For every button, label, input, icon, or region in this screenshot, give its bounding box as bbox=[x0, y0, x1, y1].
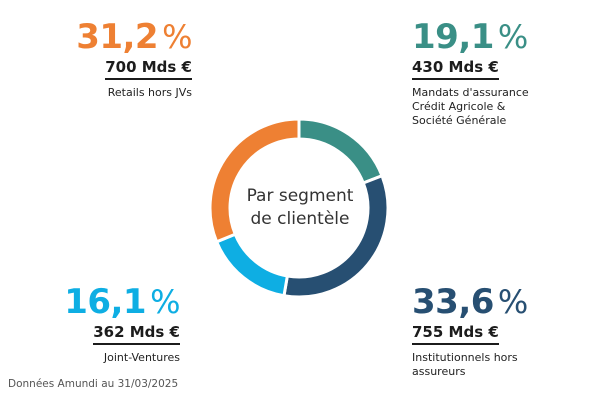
segment-amount-insurance: 430 Mds € bbox=[412, 58, 499, 80]
donut-slice-joint-ventures bbox=[214, 232, 290, 298]
segment-amount-retail: 700 Mds € bbox=[105, 58, 192, 80]
segment-description-retail: Retails hors JVs bbox=[107, 86, 192, 99]
segment-percent-insurance: 19,1% bbox=[412, 17, 528, 57]
segment-description-insurance: Mandats d'assurance Crédit Agricole & So… bbox=[412, 86, 529, 127]
donut-slice-retail bbox=[208, 117, 301, 244]
segment-label-insurance: 19,1% 430 Mds € Mandats d'assurance Créd… bbox=[412, 18, 592, 128]
data-source-note: Données Amundi au 31/03/2025 bbox=[8, 378, 179, 390]
segment-label-retail: 31,2% 700 Mds € Retails hors JVs bbox=[60, 18, 192, 100]
center-label-line-1: Par segment bbox=[246, 186, 354, 206]
segment-description-institutionals: Institutionnels hors assureurs bbox=[412, 351, 518, 378]
segment-description-joint-ventures: Joint-Ventures bbox=[103, 351, 180, 364]
segment-percent-institutionals: 33,6% bbox=[412, 282, 528, 322]
segment-amount-joint-ventures: 362 Mds € bbox=[93, 323, 180, 345]
center-label-line-2: de clientèle bbox=[250, 209, 350, 229]
segment-label-institutionals: 33,6% 755 Mds € Institutionnels hors ass… bbox=[412, 283, 592, 379]
donut-slice-insurance bbox=[297, 117, 384, 185]
donut-center-label: Par segment de clientèle bbox=[228, 185, 372, 231]
segment-label-joint-ventures: 16,1% 362 Mds € Joint-Ventures bbox=[60, 283, 180, 365]
segment-percent-joint-ventures: 16,1% bbox=[64, 282, 180, 322]
segment-amount-institutionals: 755 Mds € bbox=[412, 323, 499, 345]
segment-percent-retail: 31,2% bbox=[76, 17, 192, 57]
